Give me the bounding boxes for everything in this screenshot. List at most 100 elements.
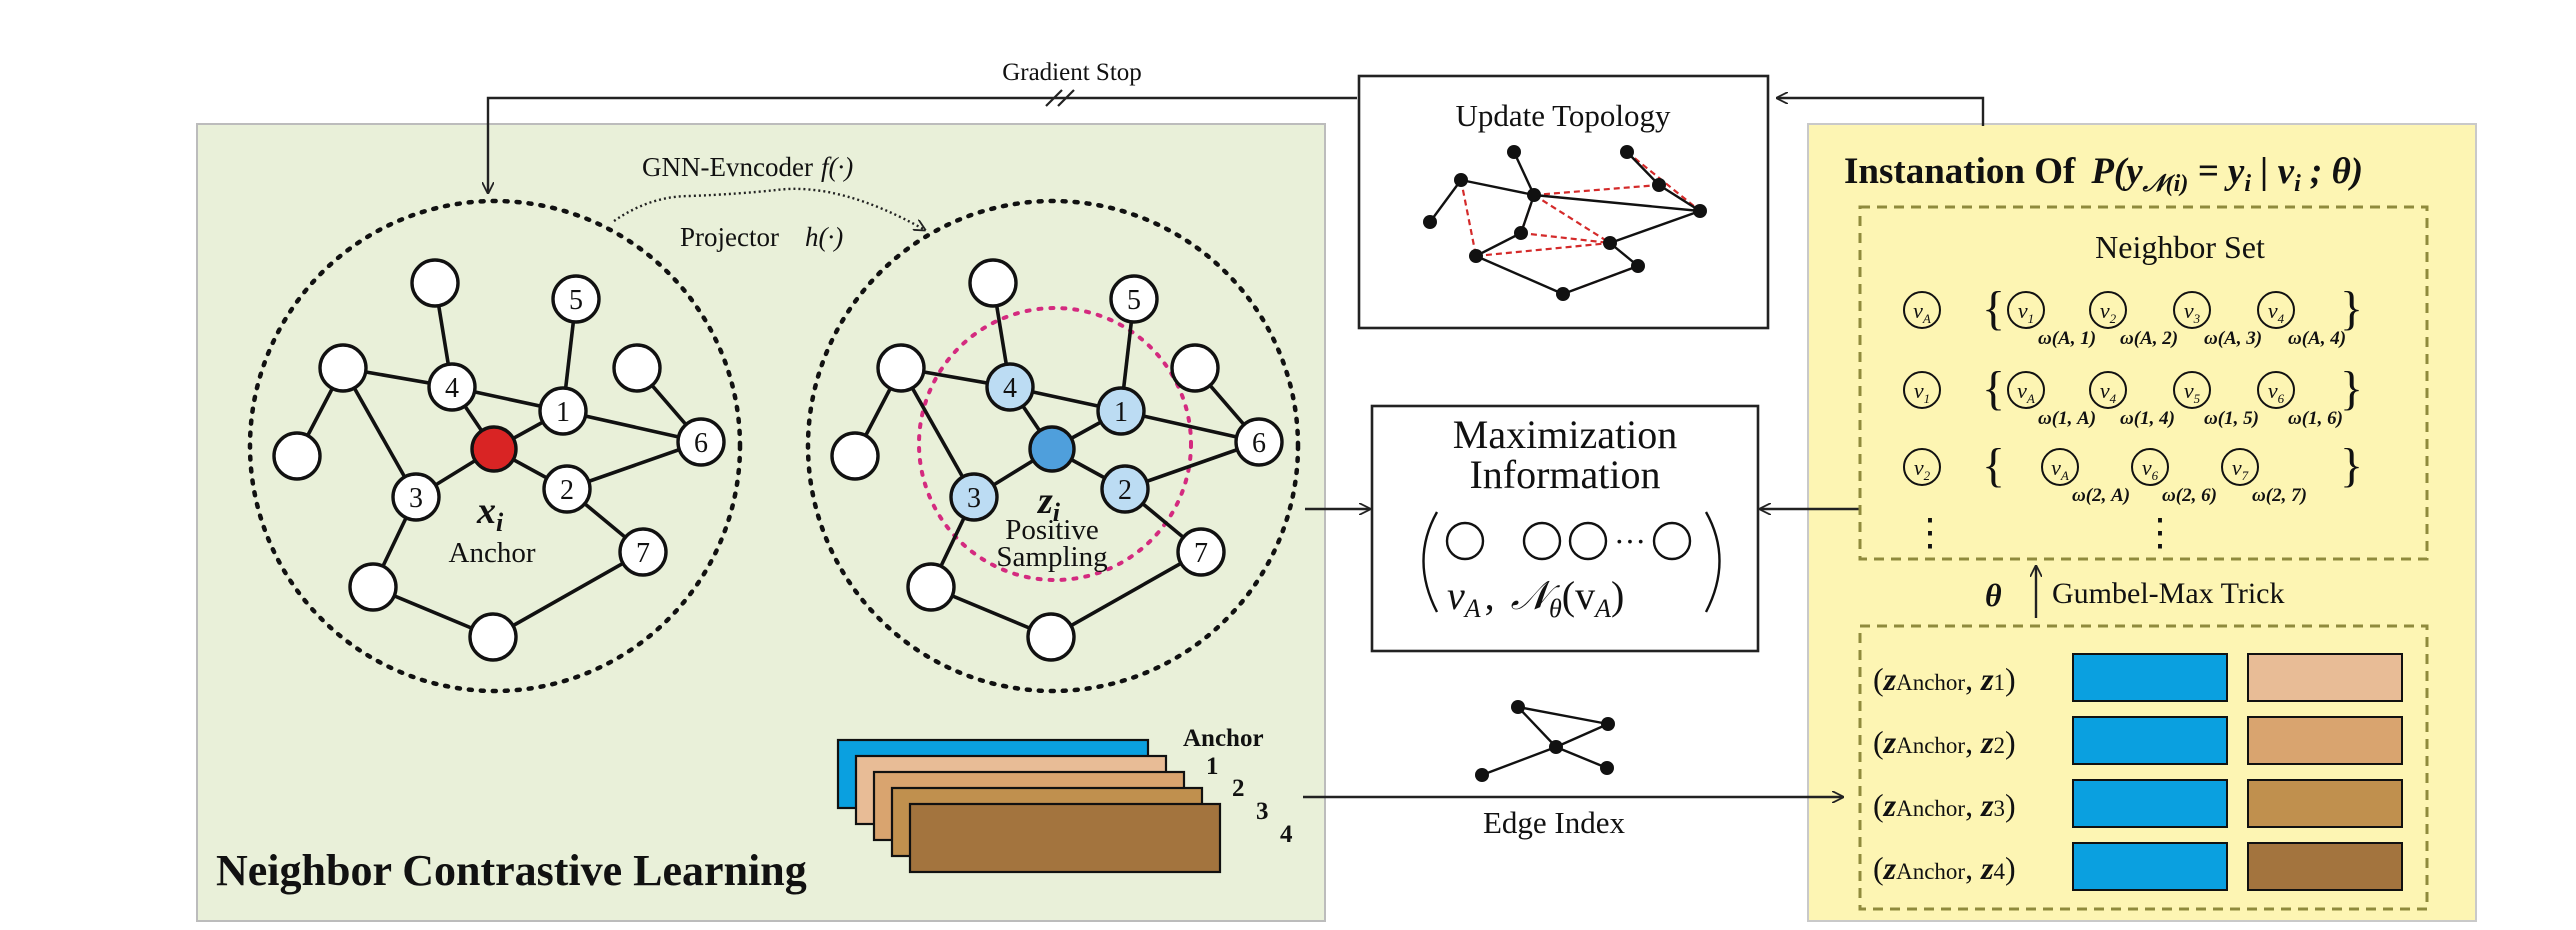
graphRight-node-top xyxy=(968,258,1018,308)
neighbor-item-2-2 xyxy=(2221,448,2259,486)
graphLeft-node-label-one: 1 xyxy=(556,397,570,428)
graphLeft-node-nl xyxy=(318,343,368,393)
neighbor-weight-2-0: ω(2, A) xyxy=(2072,485,2130,506)
pair-label-4: (zAnchor, z4) xyxy=(1873,850,2016,886)
neighbor-item-text-0-2: v3 xyxy=(2184,298,2201,326)
topology-node xyxy=(1514,226,1528,240)
neighbor-item-1-3 xyxy=(2257,371,2295,409)
encoder-text: GNN-Evncoder xyxy=(642,152,813,182)
neighbor-item-2-1 xyxy=(2131,448,2169,486)
topology-node xyxy=(1620,145,1634,159)
projector-text: Projector xyxy=(680,222,779,252)
topology-edge xyxy=(1512,151,1536,196)
formula-circle-n2 xyxy=(1568,521,1608,561)
neighbor-brace-open-0: { xyxy=(1982,282,2005,335)
formula-n-arg: (v xyxy=(1562,573,1595,618)
graphRight-node-six xyxy=(1234,417,1284,467)
title-tail-sub: i xyxy=(2294,171,2301,197)
left-panel-title: Neighbor Contrastive Learning xyxy=(216,846,807,895)
neighbor-row-head-0 xyxy=(1903,291,1941,329)
pair-positive-bar-4 xyxy=(2247,842,2403,891)
neighbor-item-text-0-0: v1 xyxy=(2018,298,2034,326)
neighbor-weight-1-0: ω(1, A) xyxy=(2038,408,2096,429)
edge-index-label: Edge Index xyxy=(1483,805,1626,840)
formula-dots: ··· xyxy=(1614,523,1646,559)
pair-anchor-bar-3 xyxy=(2072,779,2228,828)
topology-edge xyxy=(1533,193,1701,213)
graphLeft-node-top xyxy=(410,258,460,308)
pair-anchor-bar-2 xyxy=(2072,716,2228,765)
graphRight-node-anc xyxy=(1028,425,1076,473)
graphRight-node-label-two: 2 xyxy=(1118,475,1132,506)
neighbor-weight-1-1: ω(1, 4) xyxy=(2120,408,2175,429)
edge-index-edge xyxy=(1555,722,1609,749)
neighbor-set-title: Neighbor Set xyxy=(2095,229,2265,265)
neighbor-row-head-2 xyxy=(1903,448,1941,486)
title-math-sub: 𝒩(i) xyxy=(2142,171,2189,197)
graphRight-edge xyxy=(1050,550,1202,639)
graphLeft-node-six xyxy=(676,417,726,467)
graphLeft-node-four xyxy=(427,362,477,412)
pair-positive-bar-3 xyxy=(2247,779,2403,828)
maximization-line1: Maximization xyxy=(1453,412,1677,457)
gradient-stop-label: Gradient Stop xyxy=(1002,59,1142,86)
stack-index-2: 2 xyxy=(1232,775,1245,802)
neighbor-weight-1-2: ω(1, 5) xyxy=(2204,408,2259,429)
topology-edge xyxy=(1475,254,1564,296)
topology-edge xyxy=(1609,209,1701,245)
update-topology-title: Update Topology xyxy=(1455,98,1671,133)
topology-node xyxy=(1556,287,1570,301)
graphLeft-node-label-three: 3 xyxy=(409,483,423,514)
neighbor-item-text-0-1: v2 xyxy=(2100,298,2117,326)
topology-edge-red xyxy=(1533,194,1611,244)
formula-v-sub: A xyxy=(1463,594,1481,623)
pair-label-2: (zAnchor, z2) xyxy=(1873,724,2016,760)
graphRight-node-nl xyxy=(876,343,926,393)
neighbor-item-text-0-3: v4 xyxy=(2268,298,2285,326)
anchor-label: Anchor xyxy=(449,537,536,569)
stack-index-1: 1 xyxy=(1206,753,1219,780)
neighbor-row-head-1 xyxy=(1903,371,1941,409)
gumbel-label: Gumbel-Max Trick xyxy=(2052,577,2285,610)
edge-index-node xyxy=(1600,761,1614,775)
pair-label-3: (zAnchor, z3) xyxy=(1873,787,2016,823)
gradient-stop-ticks xyxy=(1045,89,1075,107)
graphLeft-node-bl xyxy=(348,562,398,612)
graphLeft-node-five xyxy=(551,274,601,324)
edge-index-edge xyxy=(1555,745,1608,770)
neighbor-weight-1-3: ω(1, 6) xyxy=(2288,408,2343,429)
right-graph: 4 5 1 6 3 2 7 xyxy=(830,258,1284,662)
neighbor-brace-open-2: { xyxy=(1982,439,2005,492)
edge-index-graph xyxy=(1475,700,1615,782)
formula-right-paren xyxy=(1704,511,1721,613)
neighbor-item-1-0 xyxy=(2007,371,2045,409)
neighbor-item-1-2 xyxy=(2173,371,2211,409)
graphRight-node-three xyxy=(949,472,999,522)
topology-graph xyxy=(1423,145,1707,301)
pair-positive-bar-1 xyxy=(2247,653,2403,702)
topology-edge xyxy=(1626,151,1660,186)
neighbor-item-text-1-0: vA xyxy=(2017,378,2035,406)
neighbor-item-text-1-3: v6 xyxy=(2268,378,2285,406)
formula-circle-n3 xyxy=(1652,521,1692,561)
title-tail: | v xyxy=(2251,151,2295,192)
edge-index-edge xyxy=(1517,705,1609,726)
neighbor-brace-close-2: } xyxy=(2340,439,2363,492)
edge-index-node xyxy=(1511,700,1525,714)
formula-circle-va xyxy=(1445,521,1485,561)
vdots-left: ⋮ xyxy=(1911,512,1949,554)
graphRight-node-label-three: 3 xyxy=(967,483,981,514)
formula-circle-n1 xyxy=(1522,521,1562,561)
graphLeft-edge xyxy=(341,367,418,498)
graphLeft-node-label-five: 5 xyxy=(569,285,583,316)
topology-edge xyxy=(1429,179,1462,223)
graphLeft-node-label-two: 2 xyxy=(560,475,574,506)
graphRight-node-bm xyxy=(1026,612,1076,662)
graphRight-edge xyxy=(899,367,976,498)
topology-edge xyxy=(1562,264,1639,296)
neighbor-brace-close-0: } xyxy=(2340,282,2363,335)
stack-anchor-label: Anchor xyxy=(1183,725,1264,752)
update-topology-box xyxy=(1357,74,1770,330)
edge-index-edge xyxy=(1517,706,1557,748)
